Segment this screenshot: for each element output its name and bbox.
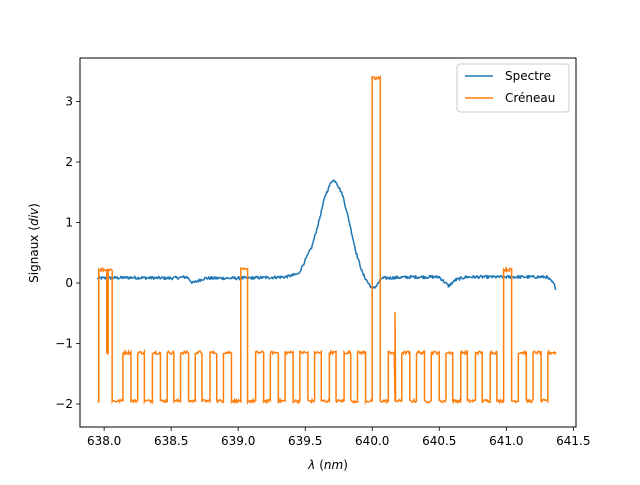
x-axis-ticks: 638.0 638.5 639.0 639.5 640.0 640.5 641.0 641.5 (87, 427, 590, 448)
series-line-creneau (97, 74, 557, 406)
x-axis-unit: nm (324, 458, 343, 472)
x-axis-symbol: λ (307, 458, 315, 472)
plot-area (79, 57, 577, 428)
series-line-spectre (96, 179, 557, 291)
y-axis-unit: div (27, 207, 41, 226)
y-axis-unit-open: ( (27, 226, 41, 231)
x-axis-unit-open: ( (319, 458, 324, 472)
x-axis-label: λ (nm) (307, 458, 348, 472)
x-tick-label: 640.5 (422, 434, 456, 448)
y-tick-label: 1 (65, 216, 73, 230)
y-axis-unit-close: ) (27, 203, 41, 208)
legend-label-creneau: Créneau (505, 91, 555, 105)
x-tick-label: 640.0 (355, 434, 389, 448)
y-axis-ticks: −2 −1 0 1 2 3 (55, 95, 80, 411)
y-axis-label: Signaux (div) (27, 203, 41, 283)
legend-label-spectre: Spectre (505, 69, 551, 83)
y-tick-label: 0 (65, 276, 73, 290)
axes-frame (79, 57, 577, 428)
x-tick-label: 638.0 (87, 434, 121, 448)
y-axis-text: Signaux (27, 235, 41, 283)
series-layer (96, 74, 557, 406)
y-tick-label: 2 (65, 155, 73, 169)
x-tick-label: 641.5 (556, 434, 590, 448)
y-tick-label: −2 (55, 397, 73, 411)
legend: Spectre Créneau (456, 63, 570, 113)
y-tick-label: 3 (65, 95, 73, 109)
x-axis-unit-close: ) (343, 458, 348, 472)
x-tick-label: 641.0 (489, 434, 523, 448)
x-tick-label: 639.5 (288, 434, 322, 448)
x-tick-label: 639.0 (221, 434, 255, 448)
y-tick-label: −1 (55, 337, 73, 351)
x-tick-label: 638.5 (154, 434, 188, 448)
